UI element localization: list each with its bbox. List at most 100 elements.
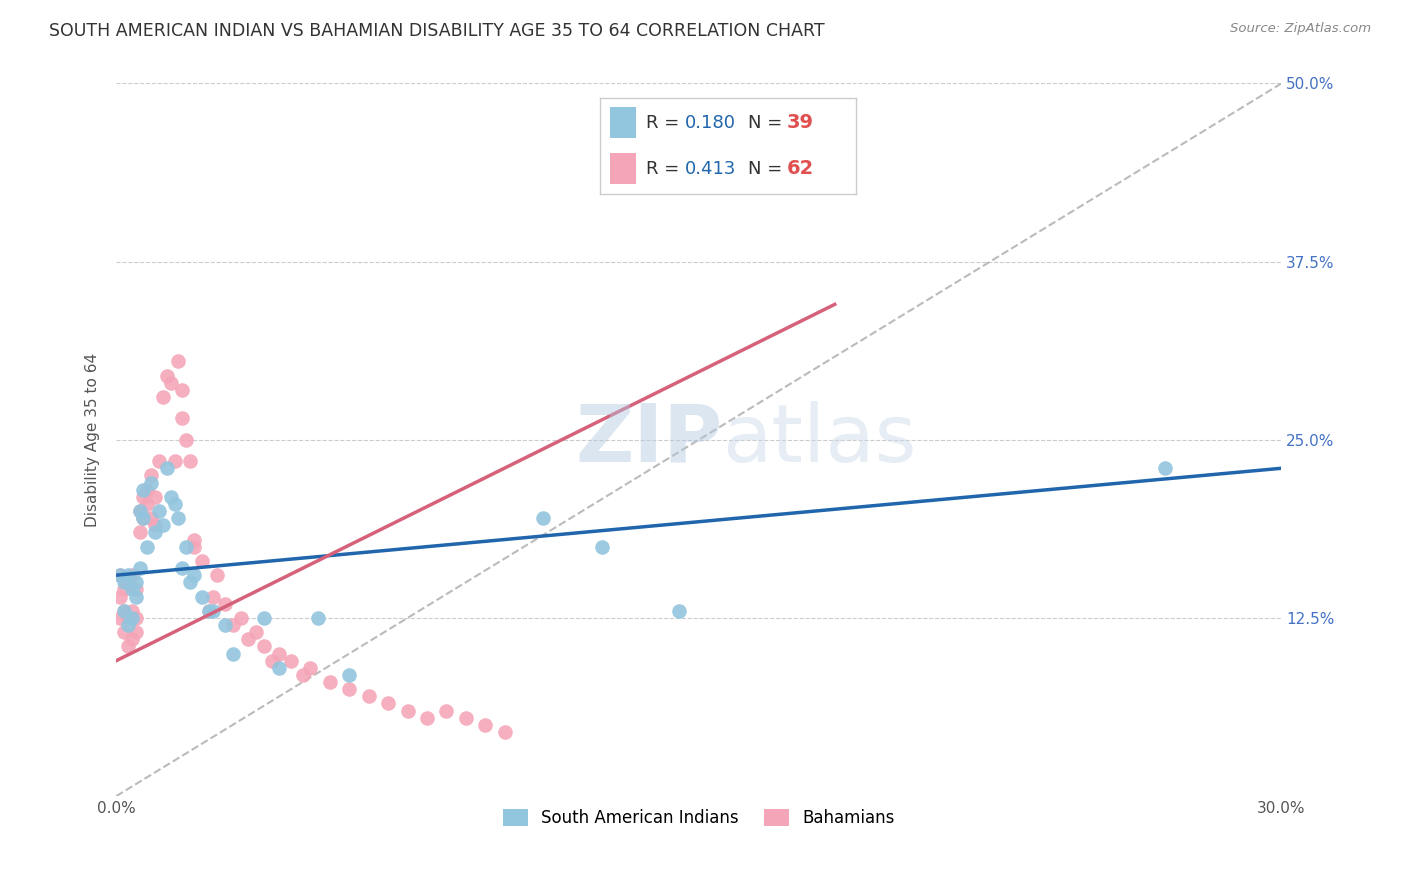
Point [183,568,205,582]
Point [190,590,212,604]
Point [591,540,613,554]
Point [132,511,155,525]
Point [112,604,135,618]
Point [179,575,201,590]
Point [167,354,190,368]
Point [117,640,139,654]
Point [143,518,166,533]
Point [494,725,516,739]
Point [245,625,267,640]
Point [108,568,131,582]
Point [454,711,477,725]
Point [128,525,150,540]
Point [222,647,245,661]
Point [117,568,139,582]
Point [108,590,131,604]
Point [163,454,186,468]
Point [112,604,135,618]
Point [198,604,221,618]
Point [148,504,170,518]
Point [121,632,143,647]
Point [474,718,496,732]
Point [174,540,197,554]
Point [183,540,205,554]
Point [202,590,225,604]
Point [202,604,225,618]
Point [156,461,179,475]
Point [121,582,143,597]
Point [291,668,314,682]
Point [238,632,260,647]
Point [377,697,399,711]
Point [125,590,148,604]
Point [190,554,212,568]
Point [117,611,139,625]
Point [141,511,163,525]
Point [132,490,155,504]
Point [533,511,555,525]
Point [167,511,190,525]
Point [163,497,186,511]
Point [108,611,131,625]
Point [179,454,201,468]
Point [337,682,360,697]
Point [280,654,302,668]
Point [172,411,194,425]
Point [128,504,150,518]
Point [396,704,419,718]
Point [253,611,276,625]
Point [136,540,159,554]
Point [229,611,252,625]
Point [174,433,197,447]
Point [117,575,139,590]
Point [125,582,148,597]
Point [172,383,194,397]
Point [141,475,163,490]
Text: Source: ZipAtlas.com: Source: ZipAtlas.com [1230,22,1371,36]
Point [112,625,135,640]
Point [357,690,380,704]
Point [125,625,148,640]
Point [159,490,181,504]
Point [253,640,276,654]
Point [136,483,159,497]
Point [207,568,229,582]
Point [125,611,148,625]
Point [152,390,174,404]
Point [141,468,163,483]
Point [156,368,179,383]
Point [307,611,329,625]
Point [183,533,205,547]
Point [269,647,291,661]
Point [434,704,457,718]
Point [108,568,131,582]
Point [260,654,283,668]
Point [112,575,135,590]
Point [143,490,166,504]
Point [128,504,150,518]
Point [143,525,166,540]
Point [117,618,139,632]
Point [337,668,360,682]
Text: atlas: atlas [723,401,917,479]
Legend: South American Indians, Bahamians: South American Indians, Bahamians [496,803,901,834]
Point [214,597,236,611]
Text: SOUTH AMERICAN INDIAN VS BAHAMIAN DISABILITY AGE 35 TO 64 CORRELATION CHART: SOUTH AMERICAN INDIAN VS BAHAMIAN DISABI… [49,22,825,40]
Point [668,604,690,618]
Point [222,618,245,632]
Point [198,604,221,618]
Point [299,661,322,675]
Point [121,611,143,625]
Point [148,454,170,468]
Point [121,604,143,618]
Point [132,511,155,525]
Point [152,518,174,533]
Point [214,618,236,632]
Point [416,711,439,725]
Point [121,568,143,582]
Point [172,561,194,575]
Point [112,582,135,597]
Point [159,376,181,390]
Point [136,497,159,511]
Point [132,483,155,497]
